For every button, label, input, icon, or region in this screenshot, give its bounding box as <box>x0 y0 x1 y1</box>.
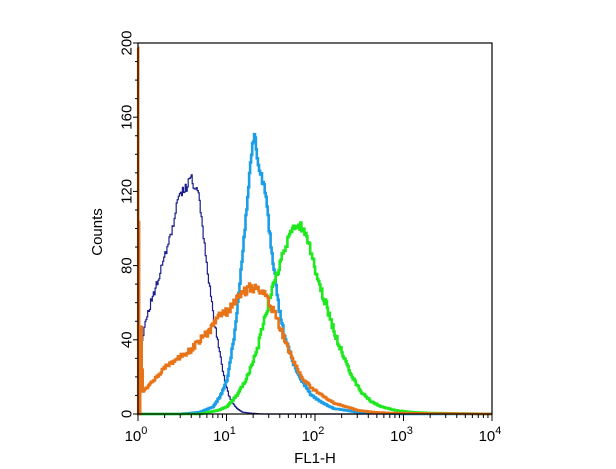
series-line-1 <box>137 47 492 415</box>
y-ticks: 0 40 80 120 160 200 <box>118 30 138 418</box>
y-tick-label: 80 <box>118 257 135 274</box>
x-ticks: 100 101 102 103 104 <box>125 414 502 445</box>
y-tick-label: 160 <box>118 105 135 130</box>
x-tick-label: 102 <box>302 425 325 445</box>
x-tick-label: 100 <box>125 425 148 445</box>
plot-frame <box>137 42 493 415</box>
x-tick-label: 101 <box>213 425 236 445</box>
y-axis-label: Counts <box>89 208 106 256</box>
series-line-3 <box>138 221 492 416</box>
series-layer <box>136 46 492 416</box>
y-tick-label: 40 <box>118 331 135 348</box>
x-tick-label: 104 <box>479 425 502 445</box>
y-tick-label: 120 <box>118 179 135 204</box>
y-tick-label: 200 <box>118 30 135 55</box>
series-line-4 <box>136 46 492 416</box>
x-axis-label: FL1-H <box>294 450 336 467</box>
y-tick-label: 0 <box>118 410 135 418</box>
x-tick-label: 103 <box>390 425 413 445</box>
